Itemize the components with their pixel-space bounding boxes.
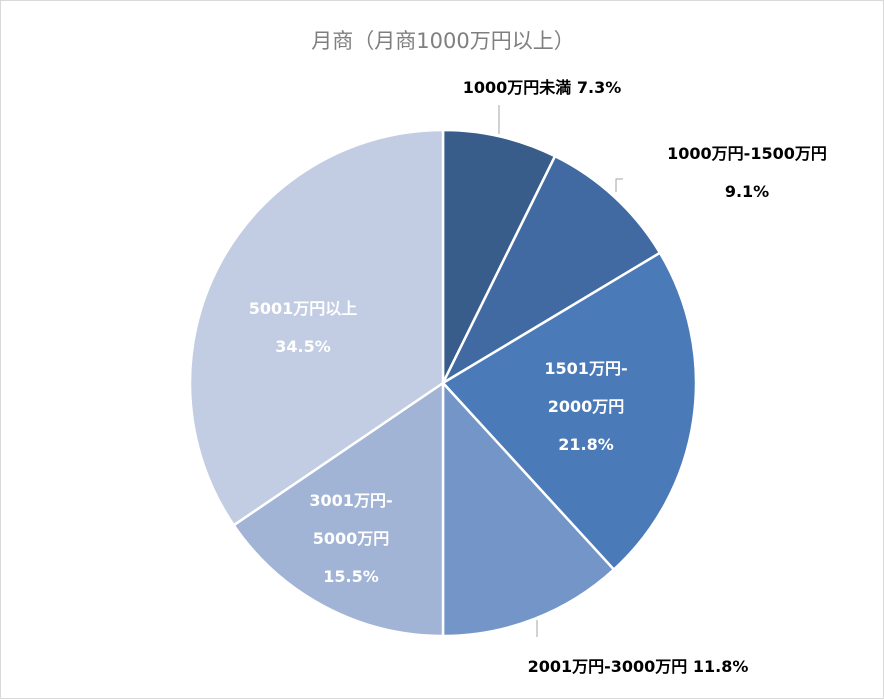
data-label-line: 1501万円- xyxy=(544,359,627,378)
data-label: 5001万円以上 34.5% xyxy=(249,299,358,356)
data-label-line: 2000万円 xyxy=(548,397,625,416)
pie-slice xyxy=(439,154,662,387)
data-label: 1000万円未満 7.3% xyxy=(463,78,621,97)
data-label-line: 15.5% xyxy=(323,567,379,586)
data-label-line: 5000万円 xyxy=(313,529,390,548)
data-label-line: 1000万円未満 7.3% xyxy=(463,78,621,97)
leader-line xyxy=(615,178,623,192)
pie-slice xyxy=(188,128,445,527)
data-label-line: 21.8% xyxy=(558,435,614,454)
chart-title: 月商（月商1000万円以上） xyxy=(311,29,574,53)
data-label: 3001万円- 5000万円 15.5% xyxy=(309,491,392,586)
data-label-line: 2001万円-3000万円 11.8% xyxy=(528,657,749,676)
pie-slice xyxy=(232,380,445,638)
pie-slice xyxy=(441,379,616,638)
pie-slice xyxy=(441,128,557,384)
data-label-line: 9.1% xyxy=(725,182,769,201)
data-label-line: 1000万円-1500万円 xyxy=(667,144,827,163)
pie-slices xyxy=(188,128,698,638)
leader-lines xyxy=(498,105,623,637)
data-label: 1501万円- 2000万円 21.8% xyxy=(544,359,627,454)
data-label-line: 5001万円以上 xyxy=(249,299,358,318)
data-labels: 1000万円未満 7.3% 1000万円-1500万円 9.1% 1501万円- 200… xyxy=(249,78,827,676)
data-label: 2001万円-3000万円 11.8% xyxy=(528,657,749,676)
data-label-line: 34.5% xyxy=(275,337,331,356)
data-label-line: 3001万円- xyxy=(309,491,392,510)
pie-slice xyxy=(441,251,698,572)
data-label: 1000万円-1500万円 9.1% xyxy=(667,144,827,201)
